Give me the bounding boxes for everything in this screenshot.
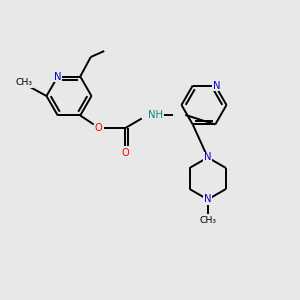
- Text: CH₃: CH₃: [16, 78, 32, 87]
- Text: N: N: [204, 152, 212, 163]
- Text: O: O: [122, 148, 129, 158]
- Text: N: N: [213, 80, 220, 91]
- Text: CH₃: CH₃: [199, 216, 216, 225]
- Text: N: N: [54, 71, 62, 82]
- Text: NH: NH: [148, 110, 163, 120]
- Text: O: O: [95, 123, 103, 133]
- Text: N: N: [204, 194, 212, 205]
